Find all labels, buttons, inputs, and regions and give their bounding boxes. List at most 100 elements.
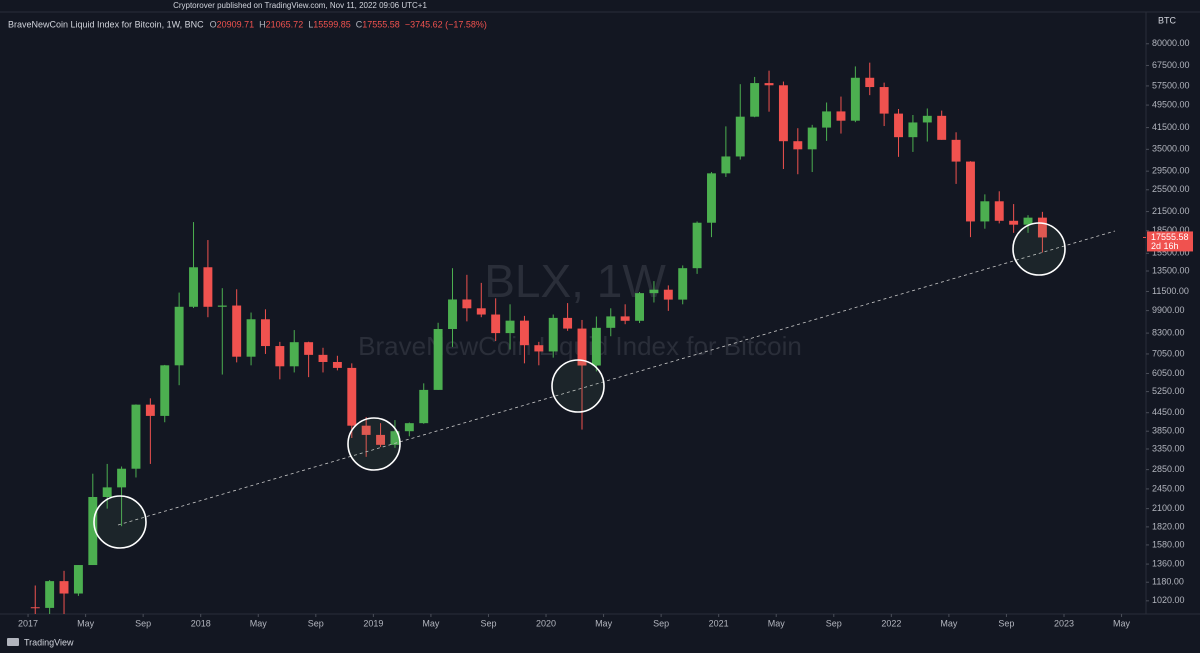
currency: BTC — [1158, 15, 1177, 25]
x-tick-label: 2023 — [1054, 618, 1074, 628]
x-tick-label: May — [77, 618, 95, 628]
candle-body — [462, 299, 472, 309]
candle-body — [505, 320, 515, 334]
x-tick-label: 2022 — [881, 618, 901, 628]
legend-value: 20909.71 — [217, 19, 255, 29]
candle-body — [189, 267, 198, 307]
candle-body — [563, 317, 573, 329]
brand: TradingView — [24, 637, 74, 647]
publisher-line: Cryptorover published on TradingView.com… — [173, 1, 427, 10]
y-tick-label: 57500.00 — [1152, 80, 1190, 90]
legend-value: 15599.85 — [313, 19, 351, 29]
y-tick-label: 3850.00 — [1152, 426, 1185, 436]
candle-body — [275, 346, 285, 367]
countdown: 2d 16h — [1151, 241, 1179, 251]
time-axis: 2017 May Sep 2018 May Sep 2019 May Sep 2020 May Sep… — [18, 614, 1131, 628]
candle-body — [937, 115, 947, 140]
y-tick-label: 41500.00 — [1152, 122, 1190, 132]
y-tick-label: 1180.00 — [1152, 577, 1184, 587]
y-tick-label: 29500.00 — [1152, 166, 1190, 176]
candle-body — [390, 431, 400, 445]
touch-circle — [551, 359, 605, 413]
candle-body — [534, 345, 544, 352]
x-tick-label: 2018 — [191, 618, 211, 628]
candle-body — [304, 342, 314, 355]
y-tick-label: 9900.00 — [1152, 305, 1185, 315]
y-tick-label: 25500.00 — [1152, 184, 1190, 194]
y-tick-label: 5250.00 — [1152, 386, 1185, 396]
candle-body — [591, 327, 601, 366]
y-tick-label: 1360.00 — [1152, 558, 1185, 568]
y-tick-label: 67500.00 — [1152, 60, 1190, 70]
candle-body — [145, 404, 155, 416]
y-tick-label: 3350.00 — [1152, 443, 1185, 453]
y-tick-label: 15500.00 — [1152, 248, 1190, 258]
y-tick-label: 49500.00 — [1152, 99, 1190, 109]
touch-circle — [93, 495, 147, 549]
legend-value: 21065.72 — [266, 19, 304, 29]
legend: BraveNewCoin Liquid Index for Bitcoin, 1… — [8, 19, 487, 29]
y-tick-label: 2100.00 — [1152, 503, 1185, 513]
candle-body — [1009, 220, 1019, 225]
candle-body — [404, 423, 414, 432]
x-tick-label: May — [422, 618, 440, 628]
candle-body — [649, 289, 659, 294]
candle-body — [203, 267, 213, 307]
candle-body — [836, 111, 846, 121]
candle-body — [778, 85, 788, 142]
candle-body — [88, 496, 98, 566]
candle-body — [347, 367, 357, 426]
y-tick-label: 13500.00 — [1152, 265, 1190, 275]
candle-body — [865, 77, 875, 88]
candle-body — [707, 173, 716, 223]
candle-body — [692, 222, 702, 269]
candle-body — [117, 468, 127, 488]
candle-body — [822, 111, 832, 128]
legend-label: C — [356, 19, 363, 29]
y-tick-label: 1820.00 — [1152, 521, 1185, 531]
x-tick-label: 2021 — [709, 618, 729, 628]
x-tick-label: May — [595, 618, 613, 628]
y-tick-label: 35000.00 — [1152, 144, 1190, 154]
y-tick-label: 11500.00 — [1152, 286, 1189, 296]
x-tick-label: Sep — [653, 618, 669, 628]
candle-body — [577, 328, 587, 366]
candle-body — [793, 141, 803, 150]
brand-logo: TradingView — [7, 637, 74, 647]
candle-body — [894, 113, 903, 138]
x-tick-label: 2019 — [363, 618, 383, 628]
y-tick-label: 7050.00 — [1152, 348, 1185, 358]
candle-body — [663, 289, 673, 300]
candle-body — [476, 308, 486, 315]
candles — [30, 62, 1047, 614]
candle-body — [966, 161, 975, 222]
candle-body — [332, 361, 342, 368]
candle-body — [850, 77, 860, 121]
candle-body — [735, 116, 745, 157]
candle-body — [174, 306, 184, 366]
y-tick-label: 1020.00 — [1152, 595, 1185, 605]
y-tick-label: 8300.00 — [1152, 327, 1185, 337]
x-tick-label: May — [1113, 618, 1131, 628]
candle-body — [620, 316, 630, 321]
x-tick-label: 2017 — [18, 618, 38, 628]
last-price-label: 17555.58 — [1151, 232, 1189, 242]
candle-body — [433, 329, 443, 390]
y-tick-label: 6050.00 — [1152, 368, 1185, 378]
candle-body — [361, 425, 371, 435]
candle-body — [289, 342, 299, 367]
x-tick-label: May — [768, 618, 786, 628]
legend-label: L — [308, 19, 313, 29]
candle-body — [217, 305, 227, 307]
candle-body — [318, 354, 328, 362]
candle-body — [45, 581, 55, 608]
candle-body — [764, 83, 774, 86]
candle-body — [807, 127, 817, 150]
y-tick-label: 80000.00 — [1152, 38, 1190, 48]
y-tick-label: 18500.00 — [1152, 225, 1190, 235]
candle-body — [922, 115, 932, 123]
candle-body — [606, 316, 616, 328]
x-tick-label: Sep — [308, 618, 324, 628]
candle-body — [102, 487, 112, 497]
